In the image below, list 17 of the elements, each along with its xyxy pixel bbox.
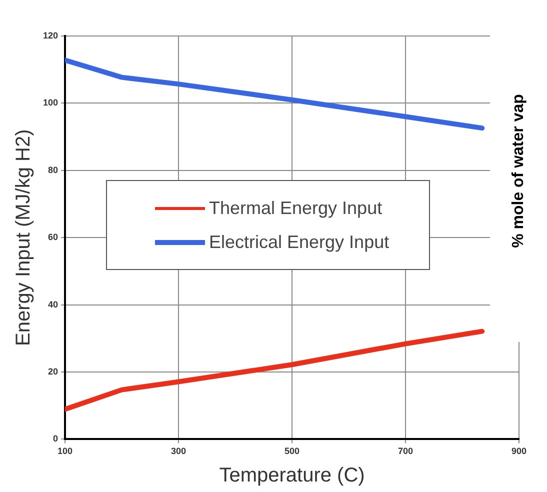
legend-label: Electrical Energy Input	[209, 232, 390, 252]
y-tick-label: 60	[48, 232, 58, 242]
x-tick-label: 300	[170, 446, 186, 456]
y-tick-label: 120	[42, 30, 58, 40]
legend-label: Thermal Energy Input	[209, 198, 382, 218]
x-tick-label: 100	[58, 446, 73, 456]
annotation: % mole of water vap	[510, 94, 528, 248]
y-tick-label: 100	[42, 98, 58, 108]
x-tick-label: 700	[398, 446, 414, 456]
x-tick-label: 500	[284, 446, 300, 456]
y-axis-title: Energy Input (MJ/kg H2)	[12, 129, 35, 346]
y-tick-label: 80	[48, 164, 58, 175]
y-tick-label: 40	[48, 299, 58, 310]
y-tick-label: 0	[53, 434, 58, 444]
x-tick-label: 900	[511, 446, 527, 456]
y-tick-label: 20	[48, 366, 58, 376]
x-axis-title: Temperature (C)	[219, 464, 365, 487]
